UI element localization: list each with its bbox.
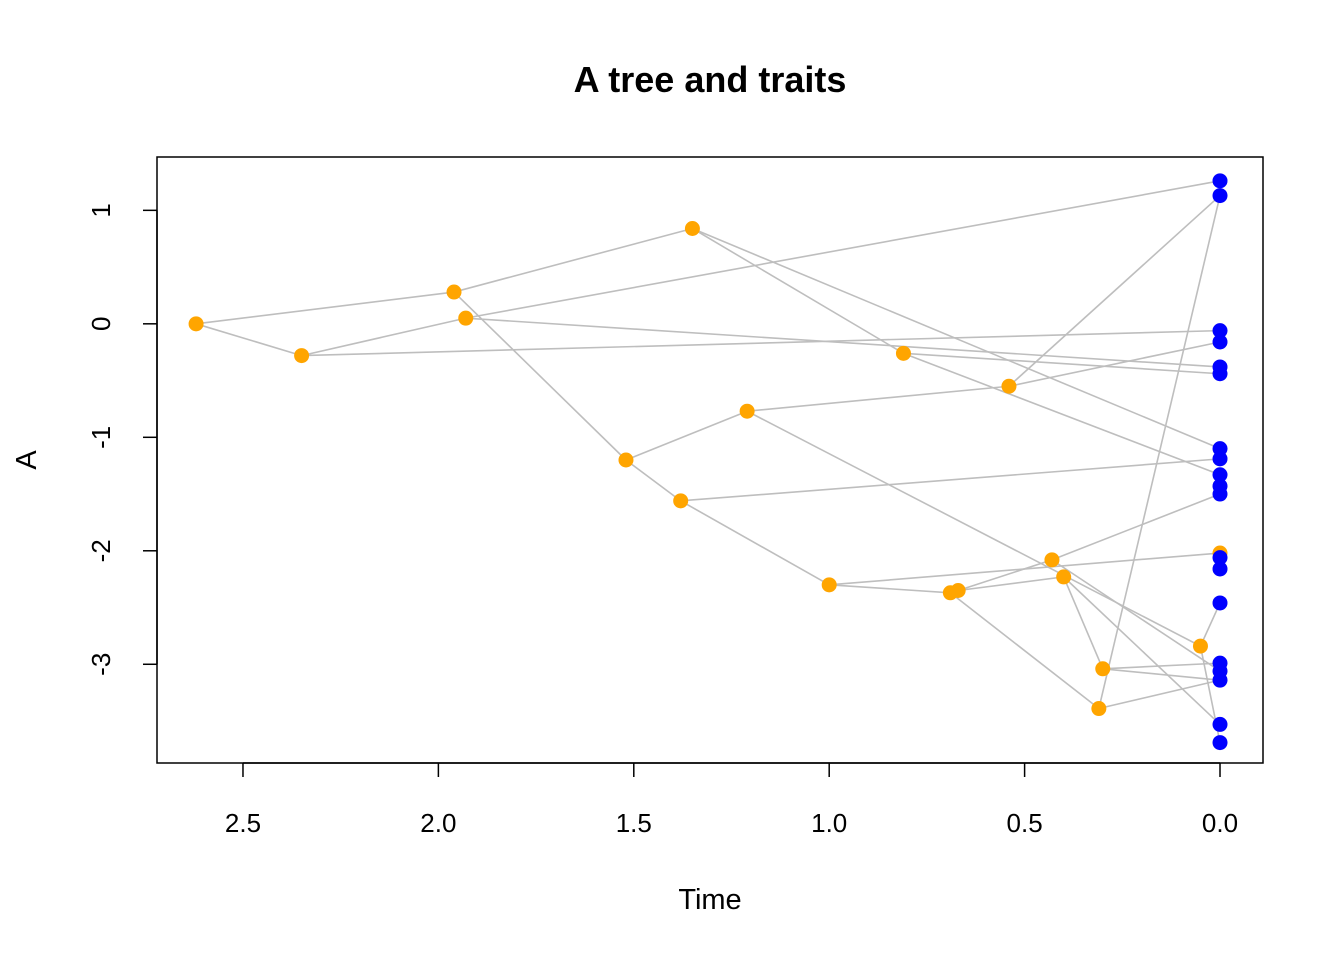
tip-point [1212, 323, 1228, 339]
tip-point [1212, 550, 1228, 566]
internal-node-point [1095, 661, 1111, 677]
branch-line [453, 227, 693, 293]
branch-line [195, 323, 302, 357]
x-tick-label: 1.0 [811, 808, 847, 838]
tip-point [1212, 595, 1228, 611]
internal-node-point [458, 310, 474, 326]
branch-line [958, 576, 1064, 592]
tip-point [1212, 716, 1228, 732]
branch-line [453, 291, 627, 461]
internal-node-point [1001, 378, 1017, 394]
y-tick-label: -1 [86, 426, 116, 449]
branch-line [747, 385, 1010, 412]
internal-node-point [618, 452, 634, 468]
branch-line [1063, 576, 1221, 725]
tip-point [1212, 173, 1228, 189]
branch-line [1051, 559, 1221, 672]
node-points [188, 173, 1228, 751]
tip-point [1212, 561, 1228, 577]
internal-node-point [673, 493, 689, 509]
y-tick-label: -3 [86, 653, 116, 676]
x-tick-label: 0.5 [1007, 808, 1043, 838]
internal-node-point [821, 577, 837, 593]
branch-line [903, 352, 1221, 476]
internal-node-point [895, 345, 911, 361]
branch-line [465, 317, 1221, 368]
internal-node-point [294, 348, 310, 364]
x-tick-label: 2.5 [225, 808, 261, 838]
branch-line [1098, 679, 1221, 710]
x-tick-label: 0.0 [1202, 808, 1238, 838]
y-axis: 1 0 -1 -2 -3 [86, 203, 158, 676]
branch-line [957, 559, 1053, 592]
branch-line [949, 592, 1100, 710]
branch-line [1102, 668, 1221, 681]
internal-node-point [950, 583, 966, 599]
internal-node-point [1056, 569, 1072, 585]
branch-line [692, 227, 904, 355]
branch-line [1098, 195, 1221, 709]
internal-node-point [446, 284, 462, 300]
chart-title: A tree and traits [574, 59, 847, 100]
tip-point [1212, 334, 1228, 350]
branch-lines [195, 180, 1221, 743]
branch-line [1102, 662, 1221, 670]
branch-line [301, 329, 1221, 357]
x-tick-label: 1.5 [616, 808, 652, 838]
branch-line [680, 500, 830, 586]
tip-point [1212, 672, 1228, 688]
branch-line [195, 291, 455, 325]
internal-node-point [739, 403, 755, 419]
branch-line [465, 180, 1221, 319]
y-tick-label: 0 [86, 317, 116, 331]
branch-line [746, 410, 1201, 647]
y-tick-label: -2 [86, 539, 116, 562]
x-axis: 2.5 2.0 1.5 1.0 0.5 0.0 [225, 762, 1238, 838]
branch-line [903, 352, 1221, 375]
tip-point [1212, 451, 1228, 467]
tip-point [1212, 366, 1228, 382]
tip-point [1212, 467, 1228, 483]
tip-point [1212, 486, 1228, 502]
branch-line [1008, 194, 1221, 387]
internal-node-point [1192, 638, 1208, 654]
branch-line [625, 459, 682, 502]
internal-node-point [1044, 552, 1060, 568]
branch-line [692, 227, 1221, 450]
branch-line [1062, 576, 1104, 670]
branch-line [301, 317, 466, 357]
tip-point [1212, 735, 1228, 751]
branch-line [1051, 493, 1221, 561]
branch-line [1008, 341, 1221, 388]
x-tick-label: 2.0 [420, 808, 456, 838]
branch-line [829, 584, 951, 594]
x-axis-label: Time [678, 884, 741, 916]
internal-node-point [1091, 701, 1107, 717]
y-tick-label: 1 [86, 203, 116, 217]
tip-point [1212, 188, 1228, 204]
y-axis-label: A [11, 450, 43, 470]
branch-line [625, 410, 748, 461]
branch-line [1199, 602, 1221, 647]
internal-node-point [188, 316, 204, 332]
branch-line [680, 458, 1221, 502]
internal-node-point [684, 220, 700, 236]
